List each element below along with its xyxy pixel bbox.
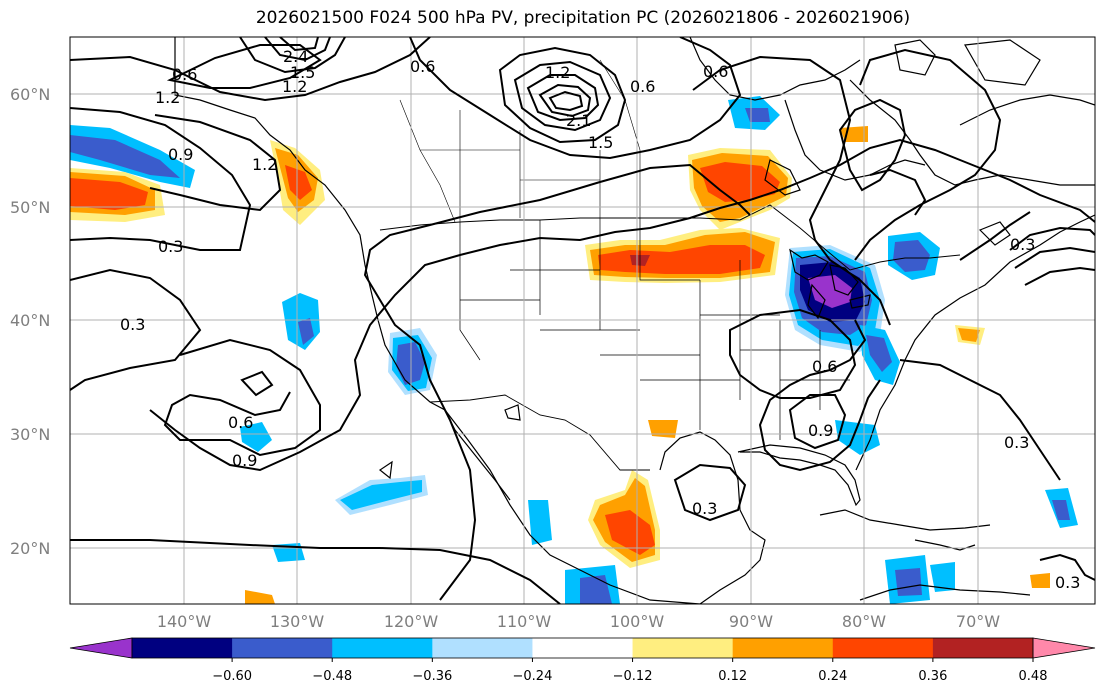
svg-text:0.3: 0.3 (120, 315, 145, 334)
colorbar: −0.60 −0.48 −0.36 −0.24 −0.12 0.12 0.24 0.36 0.4… (69, 637, 1096, 684)
svg-text:1.2: 1.2 (282, 77, 307, 96)
colorbar-tick-label: 0.24 (818, 669, 847, 684)
svg-text:0.6: 0.6 (630, 77, 655, 96)
svg-text:0.9: 0.9 (168, 145, 193, 164)
colorbar-segment (332, 638, 433, 658)
svg-text:0.3: 0.3 (1010, 235, 1035, 254)
svg-text:2.1: 2.1 (566, 111, 591, 130)
svg-text:1.2: 1.2 (252, 155, 277, 174)
map-frame (69, 36, 1096, 605)
svg-text:0.9: 0.9 (232, 451, 257, 470)
colorbar-segment (432, 638, 533, 658)
colorbar-segment (932, 638, 1034, 658)
colorbar-extend-high (1032, 637, 1096, 659)
svg-text:140°W: 140°W (157, 612, 212, 631)
svg-text:0.6: 0.6 (228, 413, 253, 432)
pv-contours (70, 37, 1095, 604)
svg-text:20°N: 20°N (10, 539, 50, 558)
svg-text:30°N: 30°N (10, 425, 50, 444)
svg-text:100°W: 100°W (610, 612, 665, 631)
colorbar-tick-label: −0.36 (412, 669, 452, 684)
svg-text:60°N: 60°N (10, 85, 50, 104)
contour-labels: 0.6 1.2 1.2 1.5 2.4 0.9 1.2 0.3 0.3 0.6 … (120, 47, 1080, 592)
colorbar-extend-low (69, 637, 133, 659)
svg-text:90°W: 90°W (729, 612, 773, 631)
longitude-labels: 140°W 130°W 120°W 110°W 100°W 90°W 80°W … (157, 612, 1000, 631)
svg-text:0.3: 0.3 (692, 499, 717, 518)
colorbar-outline (131, 637, 1034, 659)
svg-text:70°W: 70°W (956, 612, 1000, 631)
svg-text:0.3: 0.3 (1004, 433, 1029, 452)
svg-text:50°N: 50°N (10, 198, 50, 217)
svg-text:0.9: 0.9 (808, 421, 833, 440)
colorbar-tick-label: −0.60 (212, 669, 252, 684)
svg-text:1.2: 1.2 (155, 88, 180, 107)
colorbar-segment (532, 638, 634, 658)
svg-text:110°W: 110°W (497, 612, 552, 631)
svg-text:2.4: 2.4 (283, 47, 308, 66)
colorbar-tick-label: −0.24 (513, 669, 553, 684)
colorbar-segment (732, 638, 834, 658)
latitude-labels: 60°N 50°N 40°N 30°N 20°N (10, 85, 50, 558)
svg-text:0.3: 0.3 (1055, 573, 1080, 592)
svg-text:0.6: 0.6 (172, 65, 197, 84)
colorbar-segment (632, 638, 734, 658)
svg-text:0.3: 0.3 (158, 237, 183, 256)
svg-text:130°W: 130°W (270, 612, 325, 631)
colorbar-segment (832, 638, 934, 658)
colorbar-tick-label: 0.12 (718, 669, 747, 684)
svg-text:40°N: 40°N (10, 311, 50, 330)
colorbar-segment (132, 638, 233, 658)
svg-text:80°W: 80°W (842, 612, 886, 631)
colorbar-tick-label: 0.48 (1019, 669, 1048, 684)
precipitation-shading (70, 96, 1078, 604)
svg-text:1.5: 1.5 (290, 63, 315, 82)
svg-text:0.6: 0.6 (410, 57, 435, 76)
colorbar-tick-label: −0.12 (613, 669, 653, 684)
svg-text:1.5: 1.5 (588, 133, 613, 152)
svg-text:0.6: 0.6 (703, 62, 728, 81)
colorbar-segment (232, 638, 333, 658)
colorbar-tick-label: −0.48 (312, 669, 352, 684)
svg-text:120°W: 120°W (384, 612, 439, 631)
map-title: 2026021500 F024 500 hPa PV, precipitatio… (255, 8, 911, 28)
colorbar-tick-label: 0.36 (918, 669, 947, 684)
svg-text:1.2: 1.2 (545, 63, 570, 82)
svg-text:0.6: 0.6 (812, 357, 837, 376)
